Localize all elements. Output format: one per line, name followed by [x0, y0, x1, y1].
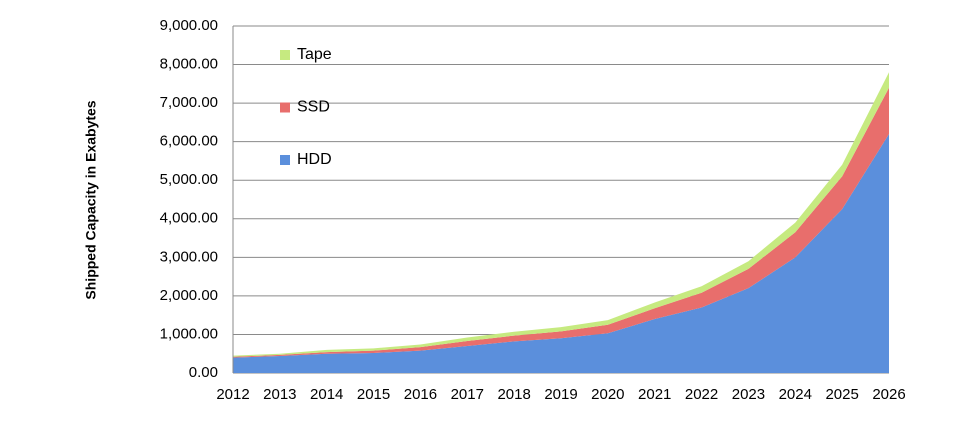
x-tick-label: 2019 [544, 386, 577, 403]
legend-swatch [280, 102, 290, 113]
y-tick-label: 5,000.00 [160, 171, 218, 188]
x-tick-label: 2021 [638, 386, 671, 403]
y-tick-label: 9,000.00 [160, 17, 218, 34]
x-tick-label: 2015 [357, 386, 390, 403]
y-tick-label: 1,000.00 [160, 325, 218, 342]
y-tick-label: 7,000.00 [160, 94, 218, 111]
y-tick-label: 6,000.00 [160, 133, 218, 150]
legend-swatch [280, 50, 290, 60]
x-tick-label: 2025 [825, 386, 858, 403]
area [233, 133, 889, 373]
area [233, 87, 889, 358]
legend-label: HDD [297, 151, 332, 168]
y-tick-label: 4,000.00 [160, 210, 218, 227]
x-tick-label: 2016 [404, 386, 437, 403]
y-tick-label: 2,000.00 [160, 287, 218, 304]
y-tick-label: 8,000.00 [160, 56, 218, 73]
x-tick-label: 2014 [310, 386, 343, 403]
x-tick-label: 2013 [263, 386, 296, 403]
legend-swatch [280, 155, 290, 165]
x-tick-label: 2017 [451, 386, 484, 403]
legend-label: Tape [297, 46, 332, 63]
x-tick-label: 2020 [591, 386, 624, 403]
x-tick-label: 2026 [872, 386, 905, 403]
x-tick-label: 2012 [216, 386, 249, 403]
x-tick-label: 2024 [779, 386, 812, 403]
x-tick-label: 2022 [685, 386, 718, 403]
y-axis-title: Shipped Capacity in Exabytes [83, 100, 99, 299]
y-tick-label: 3,000.00 [160, 248, 218, 265]
legend-label: SSD [297, 99, 330, 116]
y-tick-label: 0.00 [189, 364, 218, 381]
x-tick-label: 2023 [732, 386, 765, 403]
x-tick-label: 2018 [497, 386, 530, 403]
